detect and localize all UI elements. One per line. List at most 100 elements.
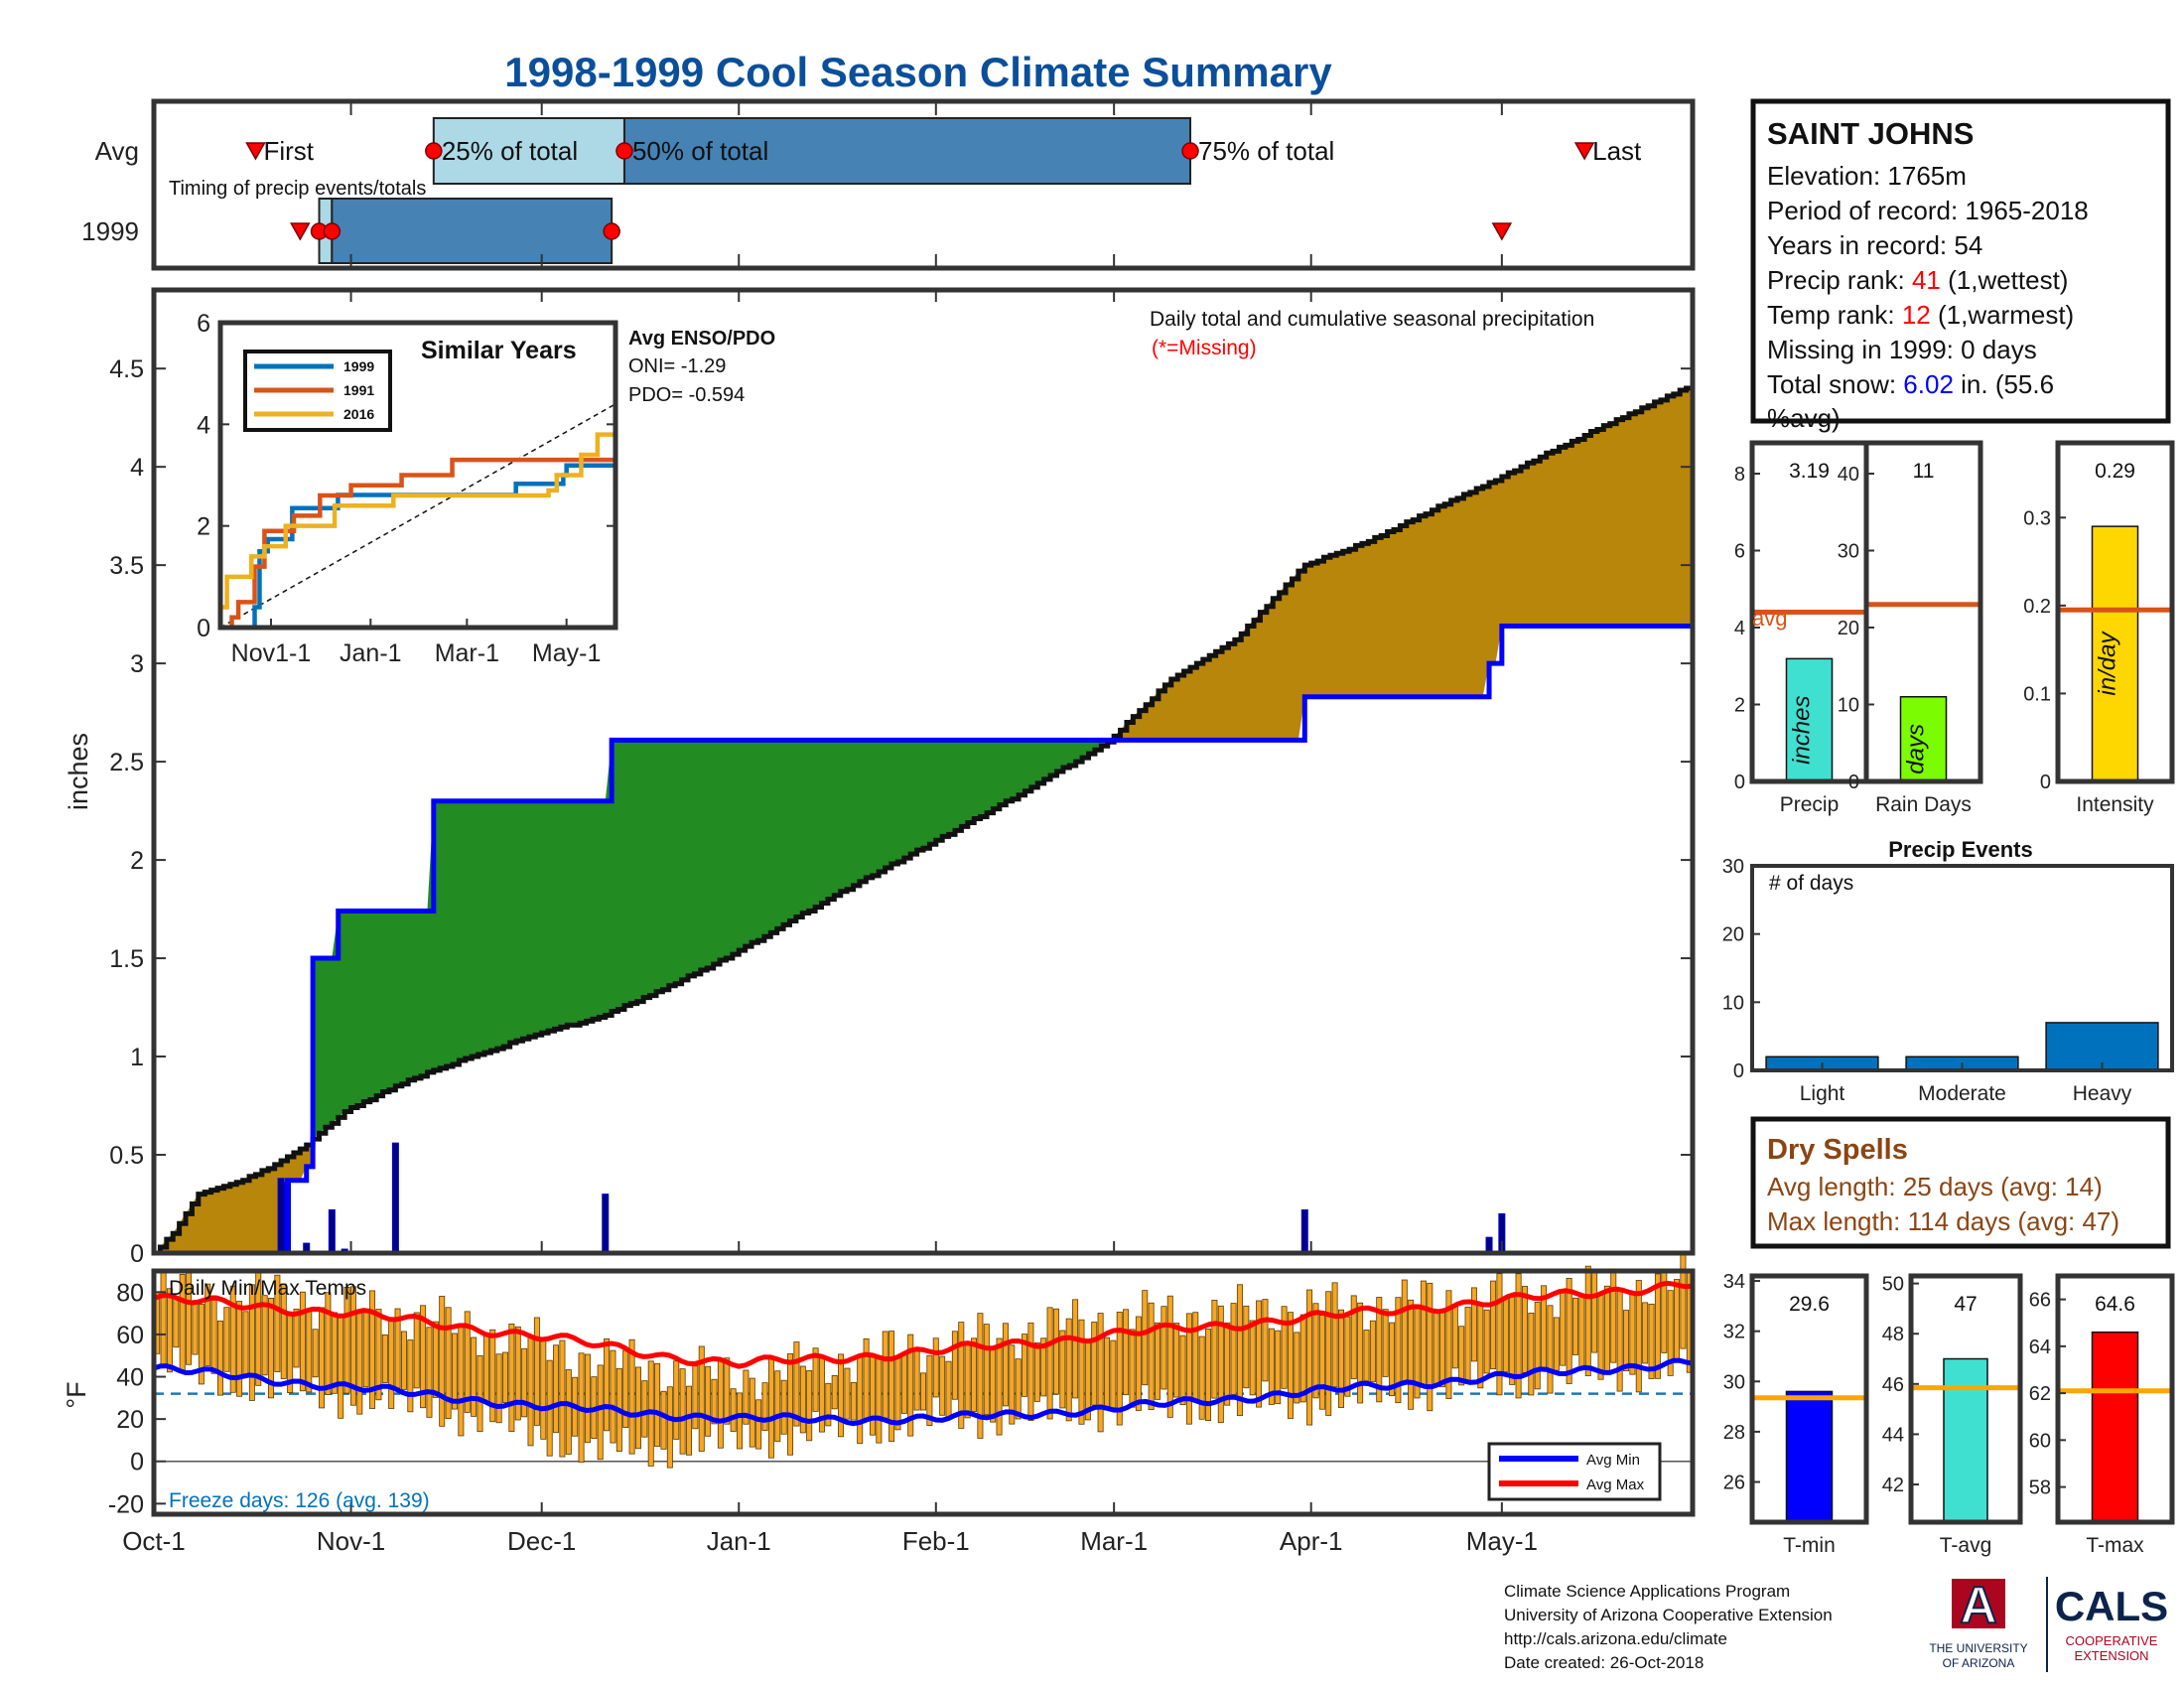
- precip-events-ytick-label-0: 0: [1733, 1060, 1744, 1082]
- small-chart-xlabel: Intensity: [2076, 793, 2154, 816]
- daily-temp-bar-85: [692, 1365, 699, 1430]
- daily-temp-bar-169: [1224, 1322, 1231, 1406]
- daily-temp-bar-54: [495, 1353, 502, 1424]
- daily-temp-bar-97: [767, 1357, 774, 1459]
- daily-temp-bar-118: [900, 1353, 907, 1414]
- temp-axes: -20 0 20 40 60 80 Oct-1 Nov-1 Dec-1 Jan-1 Feb-1 Mar…: [108, 1279, 1538, 1556]
- main-ytick-label-3: 1.5: [109, 945, 144, 973]
- ua-logo-line1: THE UNIVERSITY: [1929, 1641, 2027, 1655]
- small-ytick-label-2: 4: [1734, 618, 1745, 639]
- main-ytick-label-5: 2.5: [109, 749, 144, 776]
- temp-title: Daily Min/Max Temps: [169, 1277, 366, 1300]
- daily-temp-bar-64: [559, 1339, 566, 1458]
- daily-temp-bar-48: [458, 1323, 465, 1437]
- daily-temp-bar-170: [1230, 1303, 1237, 1395]
- daily-temp-bar-235: [1642, 1302, 1649, 1364]
- daily-temp-bar-80: [660, 1390, 667, 1450]
- daily-temp-bar-44: [432, 1321, 439, 1398]
- small-chart-bar: [1785, 1390, 1834, 1523]
- daily-temp-bar-93: [743, 1369, 750, 1425]
- small-chart-unit: days: [1903, 724, 1930, 774]
- daily-temp-bar-144: [1065, 1318, 1072, 1422]
- daily-temp-bar-84: [686, 1385, 692, 1456]
- daily-temp-bar-24: [306, 1310, 313, 1393]
- small-chart-value: 64.6: [2095, 1293, 2135, 1316]
- daily-temp-bar-70: [597, 1364, 604, 1461]
- inset-ytick-label-0: 0: [197, 615, 210, 642]
- daily-temp-bar-92: [737, 1392, 744, 1450]
- daily-temp-bar-208: [1470, 1287, 1477, 1362]
- small-ytick-label-4: 34: [1723, 1271, 1745, 1293]
- precip-events-ytick-label-2: 20: [1722, 924, 1744, 946]
- daily-temp-bar-99: [780, 1379, 787, 1435]
- avg-cumulative-line: [154, 384, 1696, 1256]
- daily-temp-bar-212: [1496, 1273, 1503, 1396]
- daily-temp-bar-127: [958, 1322, 965, 1429]
- small-ytick-label-1: 44: [1882, 1424, 1904, 1446]
- daily-temp-bar-156: [1142, 1290, 1149, 1386]
- daily-temp-bar-110: [850, 1381, 857, 1421]
- y1999-q50-marker: [323, 222, 341, 240]
- small-chart-frame: [1908, 1273, 2023, 1525]
- small-ytick-label-3: 48: [1882, 1324, 1904, 1345]
- daily-temp-bar-9: [210, 1295, 217, 1374]
- daily-temp-bar-83: [679, 1368, 686, 1455]
- y1999-first-marker: [290, 222, 311, 241]
- avg-q25-q50-box: [432, 117, 625, 185]
- daily-temp-bar-209: [1477, 1304, 1484, 1389]
- daily-temp-bar-176: [1268, 1328, 1275, 1405]
- daily-temp-bar-137: [1022, 1334, 1028, 1397]
- daily-temp-bar-224: [1572, 1297, 1578, 1355]
- page-title: 1998-1999 Cool Season Climate Summary: [504, 49, 1332, 95]
- daily-temp-bar-131: [983, 1324, 990, 1416]
- daily-temp-bar-151: [1110, 1339, 1117, 1409]
- daily-temp-bar-233: [1629, 1291, 1636, 1375]
- daily-temp-bar-58: [521, 1347, 528, 1418]
- small-ytick-label-4: 40: [1838, 464, 1859, 486]
- above-average-area-2: [313, 740, 1115, 1140]
- daily-temp-bar-76: [634, 1366, 641, 1450]
- avg-last-label: Last: [1592, 136, 1642, 166]
- daily-temp-bar-12: [229, 1285, 236, 1393]
- daily-temp-bar-135: [1009, 1344, 1016, 1425]
- daily-temp-bar-37: [388, 1321, 395, 1409]
- temp-xtick-label-6: Apr-1: [1280, 1526, 1343, 1556]
- precip-events-ytick-label-3: 30: [1722, 856, 1744, 878]
- daily-temp-bar-59: [527, 1336, 534, 1447]
- station-missing: Missing in 1999: 0 days: [1767, 335, 2037, 364]
- daily-temp-bar-53: [489, 1329, 496, 1423]
- small-ytick-label-3: 32: [1723, 1322, 1745, 1343]
- inset-frame: [217, 320, 618, 631]
- daily-temp-bar-111: [857, 1356, 864, 1445]
- main-axes: 0 0.5 1 1.5 2 2.5 3 3.5 4 4.5: [109, 290, 1693, 1268]
- temp-ytick-label-5: 80: [116, 1279, 144, 1307]
- avg-q75-label: 75% of total: [1198, 136, 1334, 166]
- daily-precip-bar-0: [277, 1178, 285, 1254]
- main-annotation: Daily total and cumulative seasonal prec…: [1150, 308, 1594, 331]
- inset-legend-label-1999: 1999: [343, 358, 374, 374]
- small-chart-bar: [1899, 696, 1948, 782]
- daily-temp-bar-218: [1534, 1301, 1541, 1390]
- daily-temp-bar-216: [1521, 1286, 1528, 1373]
- daily-temp-bar-177: [1275, 1330, 1282, 1405]
- daily-temp-bar-87: [705, 1365, 712, 1437]
- small-chart-frame: [2055, 1273, 2175, 1525]
- daily-temp-bar-31: [349, 1286, 356, 1406]
- temp-legend: Avg Min Avg Max: [1487, 1442, 1662, 1501]
- daily-temp-bar-46: [445, 1307, 452, 1420]
- daily-temp-bar-178: [1281, 1306, 1288, 1389]
- small-chart-bar: [1785, 657, 1834, 782]
- daily-temp-bar-52: [482, 1335, 489, 1404]
- daily-temp-bar-146: [1078, 1319, 1085, 1425]
- daily-temp-bar-168: [1217, 1305, 1224, 1424]
- avg-first-label: First: [263, 136, 314, 166]
- dry-spells-max: Max length: 114 days (avg: 47): [1767, 1206, 2119, 1236]
- daily-temp-bar-210: [1483, 1309, 1490, 1374]
- daily-temp-bar-130: [977, 1313, 984, 1439]
- daily-temp-bar-121: [920, 1372, 926, 1411]
- small-chart-xlabel: Rain Days: [1875, 793, 1972, 816]
- inset-ytick-label-3: 6: [197, 310, 210, 338]
- small-ytick-label-0: 26: [1723, 1473, 1745, 1494]
- daily-temp-bar-81: [666, 1386, 673, 1469]
